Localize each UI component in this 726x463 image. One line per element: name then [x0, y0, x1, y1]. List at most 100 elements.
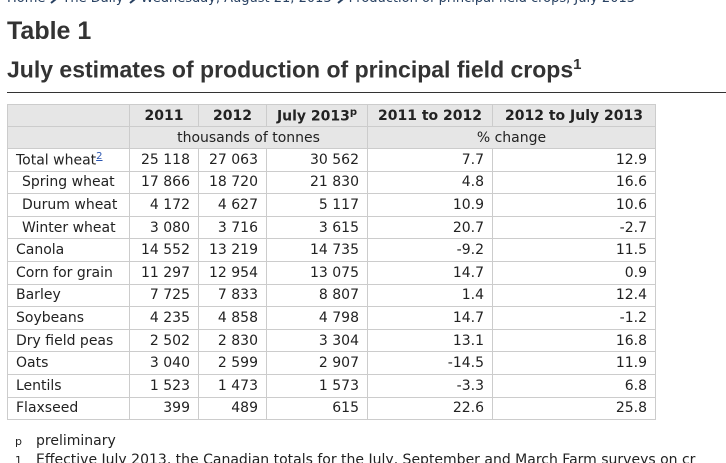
- cell: 5 117: [266, 193, 368, 217]
- column-label: 2012 to July 2013: [505, 107, 643, 124]
- row-label: Durum wheat: [7, 193, 130, 217]
- cell: 11 297: [129, 260, 199, 285]
- row: Barley 7 725 7 833 8 807 1.4 12.4: [7, 283, 656, 308]
- row-label-text: Barley: [16, 287, 61, 304]
- breadcrumb-link[interactable]: Wednesday, August 21, 2013: [141, 0, 332, 6]
- cell: 10.6: [492, 193, 656, 217]
- cell: 10.9: [367, 193, 493, 217]
- row-label-text: Total wheat: [16, 152, 97, 169]
- row-label-text: Flaxseed: [16, 400, 79, 417]
- footnote-ref[interactable]: 1: [573, 56, 582, 73]
- table-body: Total wheat2 25 118 27 063 30 562 7.7 12.9 Spr…: [7, 148, 656, 421]
- row: Flaxseed 399 489 615 22.6 25.8: [7, 396, 656, 421]
- column-label: July 2013: [276, 108, 350, 125]
- row-label-text: Dry field peas: [16, 332, 114, 349]
- cell: 14 552: [129, 238, 199, 262]
- footnote: 1 Effective July 2013, the Canadian total…: [15, 451, 695, 463]
- breadcrumb-link[interactable]: Production of principal field crops, Jul…: [349, 0, 635, 6]
- cell: 3 716: [198, 215, 267, 240]
- cell: -9.2: [367, 238, 493, 262]
- chevron: [337, 0, 343, 4]
- cell: 4 798: [266, 306, 368, 330]
- cell: 13 075: [266, 260, 368, 285]
- cell: 18 720: [198, 170, 267, 195]
- footnote-text: Effective July 2013, the Canadian totals…: [36, 452, 696, 463]
- column-label: 2012: [213, 107, 252, 124]
- cell: 16.6: [492, 170, 656, 195]
- row-label: Flaxseed: [7, 396, 130, 421]
- unit-header: % change: [367, 126, 656, 149]
- cell: 11.9: [492, 351, 656, 375]
- breadcrumb-link[interactable]: The Daily: [62, 0, 123, 6]
- cell: 25 118: [129, 148, 199, 172]
- row-label: Spring wheat: [7, 170, 130, 195]
- header-row: 2011 2012 July 2013p 2011 to 2012 2012 to Ju…: [7, 104, 656, 127]
- cell: 4.8: [367, 170, 493, 195]
- rule: [7, 92, 726, 93]
- cell: 12.9: [492, 148, 656, 172]
- row-label: Total wheat2: [7, 148, 130, 172]
- breadcrumb-link[interactable]: Home: [7, 0, 45, 6]
- footnote-mark: 1: [15, 454, 22, 463]
- cell: 14.7: [367, 306, 493, 330]
- note: 2: [96, 151, 102, 162]
- cell: 1.4: [367, 283, 493, 308]
- cell: 4 858: [198, 306, 267, 330]
- cell: 13 219: [198, 238, 267, 262]
- cell: 30 562: [266, 148, 368, 172]
- table-number: Table 1: [7, 17, 92, 45]
- cell: 2 830: [198, 328, 267, 353]
- cell: 3 615: [266, 215, 368, 240]
- cell: 4 172: [129, 193, 199, 217]
- row-label-text: Spring wheat: [22, 174, 115, 191]
- cell: 1 573: [266, 373, 368, 398]
- row: Lentils 1 523 1 473 1 573 -3.3 6.8: [7, 373, 656, 398]
- cell: 615: [266, 396, 368, 421]
- unit-header: thousands of tonnes: [129, 126, 368, 149]
- row: Oats 3 040 2 599 2 907 -14.5 11.9: [7, 351, 656, 375]
- cell: 7 833: [198, 283, 267, 308]
- column-header: 2011: [129, 104, 199, 127]
- cell: 1 473: [198, 373, 267, 398]
- cell: 3 304: [266, 328, 368, 353]
- row-label-text: Corn for grain: [16, 264, 113, 281]
- cell: 399: [129, 396, 199, 421]
- cell: 7 725: [129, 283, 199, 308]
- cell: 12 954: [198, 260, 267, 285]
- footnote: p preliminary: [15, 432, 695, 451]
- footnote-text: preliminary: [36, 433, 116, 449]
- row-label-text: Durum wheat: [22, 196, 118, 213]
- cell: 7.7: [367, 148, 493, 172]
- cell: 6.8: [492, 373, 656, 398]
- row: Soybeans 4 235 4 858 4 798 14.7 -1.2: [7, 306, 656, 330]
- cell: 22.6: [367, 396, 493, 421]
- row-label: Winter wheat: [7, 215, 130, 240]
- cell: 14.7: [367, 260, 493, 285]
- footnotes: p preliminary 1 Effective July 2013, the Ca…: [15, 432, 695, 463]
- row: Dry field peas 2 502 2 830 3 304 13.1 16.8: [7, 328, 656, 353]
- cell: 2 502: [129, 328, 199, 353]
- footnote-ref[interactable]: 2: [96, 150, 103, 162]
- row-label: Dry field peas: [7, 328, 130, 353]
- column-label: 2011: [144, 107, 184, 124]
- row-label-text: Canola: [16, 242, 65, 259]
- cell: 13.1: [367, 328, 493, 353]
- cell: 27 063: [198, 148, 267, 172]
- row: Total wheat2 25 118 27 063 30 562 7.7 12.9: [7, 148, 656, 172]
- table-head: 2011 2012 July 2013p 2011 to 2012 2012 to Ju…: [7, 104, 656, 149]
- breadcrumb: Home The Daily Wednesday, August 21, 2013 P…: [7, 0, 635, 6]
- column-header: 2011 to 2012: [367, 104, 493, 127]
- row-label: Corn for grain: [7, 260, 130, 285]
- chevron: [128, 0, 135, 4]
- corner-cell: [7, 104, 130, 127]
- row-label: Lentils: [7, 373, 130, 398]
- title-text: July estimates of production of principa…: [7, 56, 574, 83]
- sub-row: Durum wheat 4 172 4 627 5 117 10.9 10.6: [7, 193, 656, 217]
- row-label-text: Oats: [16, 355, 49, 372]
- corner-cell: [7, 126, 130, 149]
- cell: 2 907: [266, 351, 368, 375]
- cell: 12.4: [492, 283, 656, 308]
- cell: -14.5: [367, 351, 493, 375]
- chevron: [50, 0, 57, 4]
